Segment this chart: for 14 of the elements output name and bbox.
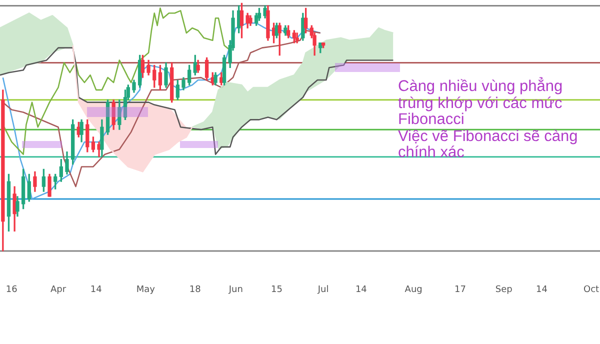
- x-tick-label: 14: [90, 284, 102, 295]
- x-tick-label: 18: [189, 284, 202, 295]
- x-tick-label: 16: [6, 284, 18, 295]
- x-tick-label: Aug: [404, 284, 422, 295]
- x-tick-label: 14: [536, 284, 548, 295]
- x-tick-label: Jun: [228, 284, 243, 295]
- x-tick-label: Oct: [583, 284, 600, 295]
- x-tick-label: Sep: [495, 284, 513, 295]
- x-tick-label: Jul: [316, 284, 329, 295]
- x-tick-label: May: [136, 284, 156, 295]
- x-tick-label: Apr: [50, 284, 66, 295]
- x-tick-label: 15: [270, 284, 282, 295]
- x-tick-label: 14: [355, 284, 368, 295]
- x-tick-label: 17: [454, 284, 466, 295]
